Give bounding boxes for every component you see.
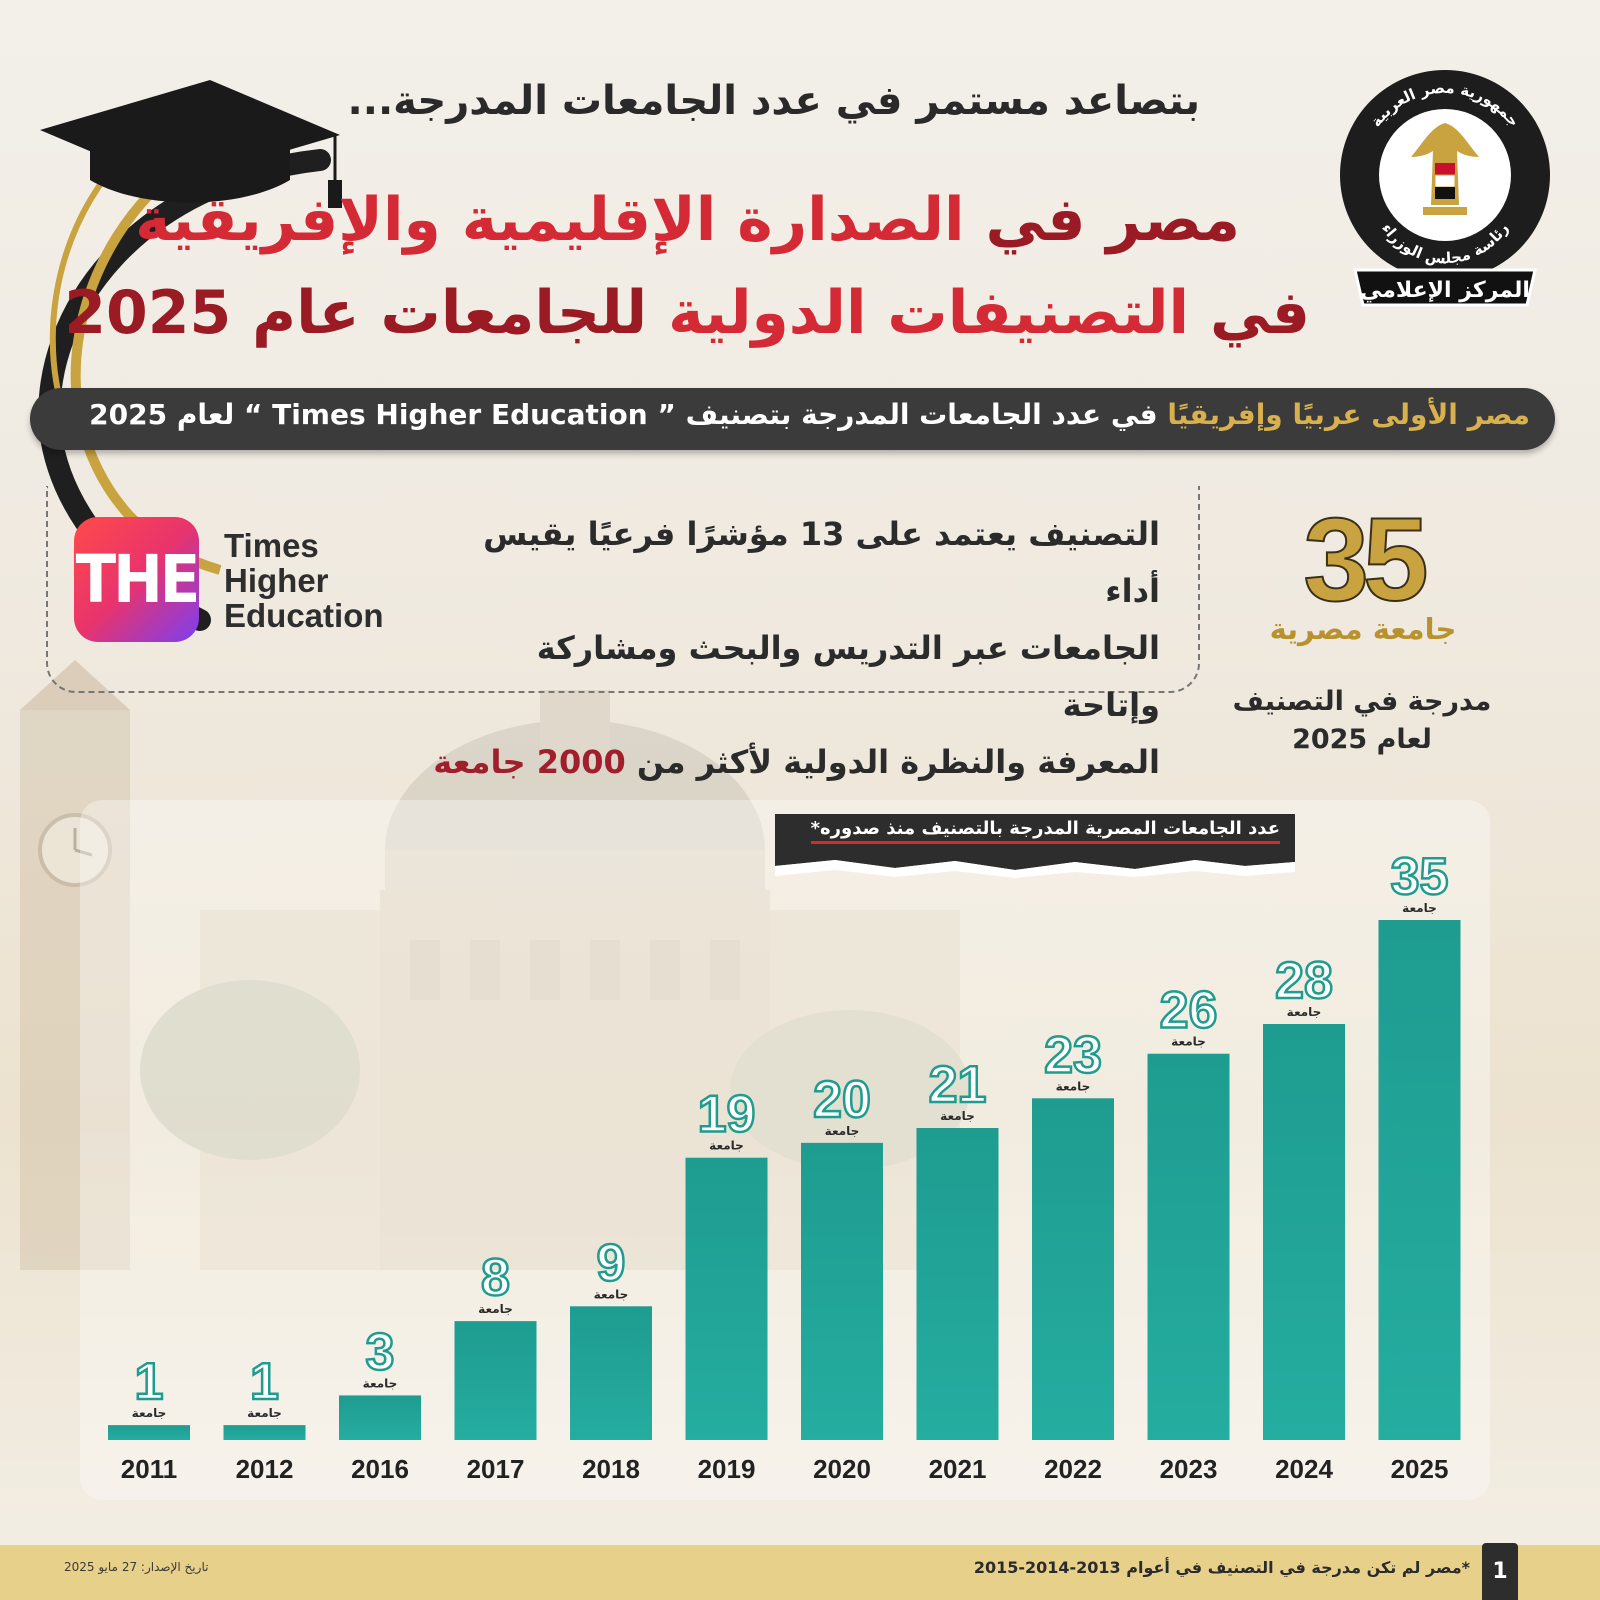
bar-value-label: 19 [698,1086,756,1144]
description-text: المعرفة والنظرة الدولية لأكثر من [625,743,1160,781]
bar-2016 [339,1395,421,1440]
bar-unit-label: جامعة [132,1406,167,1420]
chart-panel [80,800,1490,1500]
logo-line: Education [224,597,384,634]
bar-value-label: 21 [929,1056,987,1114]
bar-unit-label: جامعة [363,1376,398,1390]
bar-2023 [1147,1053,1230,1440]
bar-value-label: 8 [481,1249,510,1307]
footer-note: *مصر لم تكن مدرجة في التصنيف في أعوام 20… [973,1558,1470,1577]
x-tick-label: 2011 [121,1454,177,1484]
bar-unit-label: جامعة [1056,1079,1091,1093]
description-line: المعرفة والنظرة الدولية لأكثر من 2000 جا… [430,734,1160,791]
x-tick-label: 2024 [1275,1454,1333,1484]
bar-unit-label: جامعة [1287,1005,1322,1019]
bar-value-label: 26 [1160,982,1218,1040]
x-tick-label: 2023 [1160,1454,1218,1484]
bar-value-label: 28 [1275,952,1333,1010]
x-tick-label: 2020 [813,1454,871,1484]
x-tick-label: 2018 [582,1454,640,1484]
bar-2021 [916,1128,999,1440]
times-higher-education-name: Times Higher Education [224,528,384,633]
main-title-line1: مصر في الصدارة الإقليمية والإفريقية [135,185,1240,255]
bar-value-label: 3 [366,1323,395,1381]
subtitle: بتصاعد مستمر في عدد الجامعات المدرجة... [347,78,1200,124]
banner-rest: في عدد الجامعات المدرجة بتصنيف ” Times H… [89,398,1168,431]
bar-unit-label: جامعة [594,1287,629,1301]
bar-value-label: 1 [135,1353,164,1411]
bar-unit-label: جامعة [1402,901,1437,915]
bar-value-label: 20 [813,1071,871,1129]
bar-2011 [108,1425,190,1440]
bar-value-label: 9 [597,1234,626,1292]
main-title-line2: في التصنيفات الدولية للجامعات عام 2025 [64,278,1310,348]
university-building-illustration [20,660,970,1270]
ranking-banner: مصر الأولى عربيًا وإفريقيًا في عدد الجام… [30,388,1555,450]
title-highlight: التصنيفات الدولية [668,278,1190,348]
x-tick-label: 2025 [1391,1454,1449,1484]
x-tick-label: 2021 [929,1454,987,1484]
description-line: التصنيف يعتمد على 13 مؤشرًا فرعيًا يقيس … [483,515,1160,610]
logo-line: Times [224,527,319,564]
highlight-number: 35 [1302,493,1429,627]
x-tick-label: 2022 [1044,1454,1102,1484]
bar-value-label: 35 [1391,848,1449,906]
ranking-description: التصنيف يعتمد على 13 مؤشرًا فرعيًا يقيس … [430,506,1160,791]
x-tick-label: 2012 [236,1454,294,1484]
description-highlight: 2000 جامعة [433,743,626,781]
page-number: 1 [1482,1543,1518,1600]
banner-text: مصر الأولى عربيًا وإفريقيًا في عدد الجام… [89,398,1530,431]
description-line: الجامعات عبر التدريس والبحث ومشاركة وإتا… [536,629,1160,724]
cabinet-media-center-emblem: جمهورية مصر العربية رئاسة مجلس الوزراء ا… [1340,70,1550,307]
highlight-subtext: مدرجة في التصنيف [1232,686,1492,717]
bar-unit-label: جامعة [709,1139,744,1153]
issue-date: تاريخ الإصدار: 27 مايو 2025 [64,1560,209,1574]
title-part: للجامعات عام 2025 [64,278,669,348]
bar-unit-label: جامعة [825,1124,860,1138]
info-box [46,486,1200,693]
bar-unit-label: جامعة [1171,1035,1206,1049]
x-tick-label: 2017 [467,1454,525,1484]
bar-2025 [1378,920,1461,1440]
title-part: مصر في [964,185,1241,255]
x-tick-label: 2019 [698,1454,756,1484]
highlight-label: جامعة مصرية [1269,612,1457,646]
bar-unit-label: جامعة [940,1109,975,1123]
bar-2019 [685,1157,768,1440]
x-tick-label: 2016 [351,1454,409,1484]
footer-bar [0,1545,1600,1600]
times-higher-education-logo: THE [74,517,200,642]
bar-2020 [801,1142,883,1440]
title-highlight: الصدارة الإقليمية والإفريقية [135,185,965,255]
chart-title: عدد الجامعات المصرية المدرجة بالتصنيف من… [810,818,1280,844]
bar-unit-label: جامعة [478,1302,513,1316]
title-part: في [1189,278,1310,348]
bar-2018 [570,1306,652,1440]
bar-unit-label: جامعة [247,1406,282,1420]
bar-2024 [1263,1024,1345,1440]
bar-value-label: 23 [1044,1026,1102,1084]
highlight-subtext: لعام 2025 [1292,724,1432,755]
banner-highlight: مصر الأولى عربيًا وإفريقيًا [1167,398,1530,431]
bar-2012 [223,1425,306,1440]
eagle-icon [1411,123,1479,215]
bar-2022 [1032,1098,1114,1440]
bar-2017 [454,1321,537,1440]
emblem-ribbon-text: المركز الإعلامي [1360,278,1530,303]
bar-value-label: 1 [250,1353,279,1411]
logo-line: Higher [224,562,329,599]
